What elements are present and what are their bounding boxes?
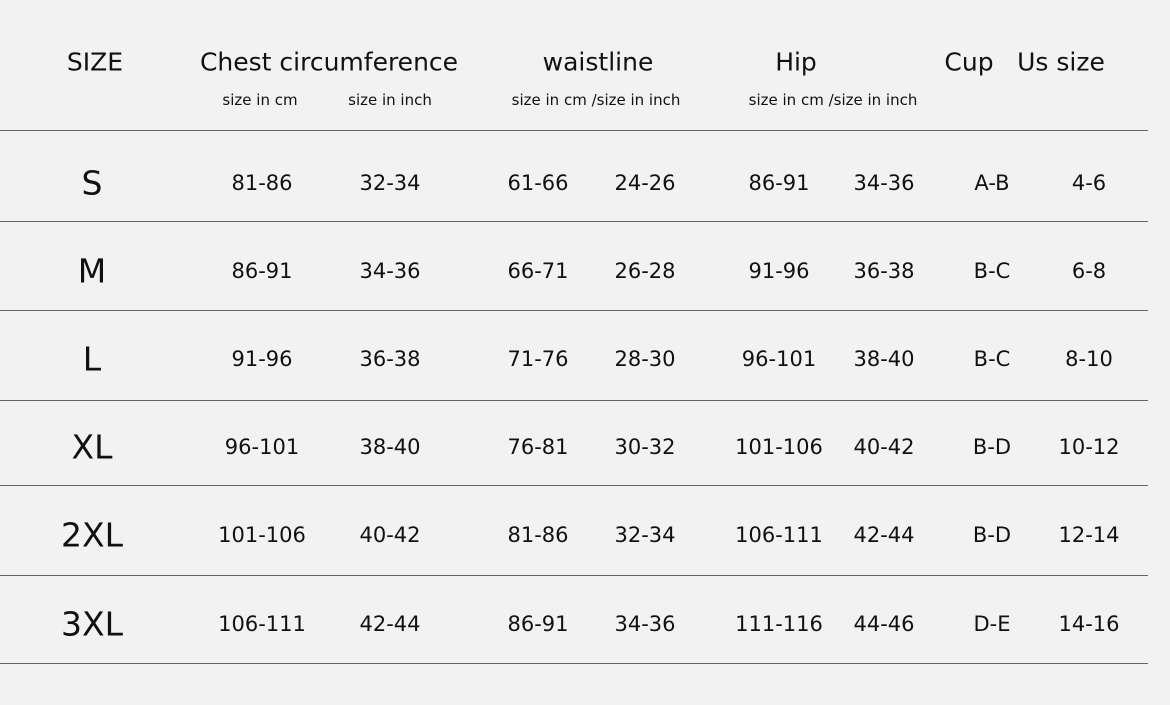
column-header: Hip	[775, 47, 817, 77]
cell: 12-14	[1058, 523, 1120, 547]
cell: 36-38	[359, 347, 421, 371]
cell: 81-86	[231, 171, 293, 195]
cell: 86-91	[507, 612, 569, 636]
cell: 26-28	[614, 259, 676, 283]
cell: D-E	[973, 612, 1011, 636]
cell: 96-101	[224, 435, 300, 459]
cell: 91-96	[231, 347, 293, 371]
cell: 91-96	[748, 259, 810, 283]
cell: 40-42	[853, 435, 915, 459]
row-divider	[0, 663, 1148, 664]
cell: B-C	[973, 259, 1011, 283]
column-subheader: size in cm /size in inch	[748, 91, 918, 109]
size-label: L	[82, 339, 102, 379]
cell: 34-36	[853, 171, 915, 195]
cell: 111-116	[735, 612, 823, 636]
cell: 101-106	[218, 523, 306, 547]
cell: 38-40	[853, 347, 915, 371]
cell: 106-111	[218, 612, 306, 636]
cell: 81-86	[507, 523, 569, 547]
size-label: S	[81, 163, 103, 203]
row-divider	[0, 485, 1148, 486]
cell: B-C	[973, 347, 1011, 371]
column-header: Us size	[1017, 47, 1105, 77]
cell: 86-91	[231, 259, 293, 283]
cell: 96-101	[741, 347, 817, 371]
column-header: waistline	[542, 47, 654, 77]
cell: 40-42	[359, 523, 421, 547]
cell: 34-36	[614, 612, 676, 636]
cell: 30-32	[614, 435, 676, 459]
row-divider	[0, 130, 1148, 131]
cell: 14-16	[1058, 612, 1120, 636]
cell: B-D	[972, 523, 1012, 547]
size-label: M	[77, 251, 107, 291]
cell: 24-26	[614, 171, 676, 195]
row-divider	[0, 221, 1148, 222]
cell: 10-12	[1058, 435, 1120, 459]
cell: 86-91	[748, 171, 810, 195]
cell: 42-44	[853, 523, 915, 547]
cell: 28-30	[614, 347, 676, 371]
cell: B-D	[972, 435, 1012, 459]
column-header: Chest circumference	[199, 47, 459, 77]
row-divider	[0, 400, 1148, 401]
cell: 8-10	[1065, 347, 1113, 371]
size-label: XL	[71, 427, 113, 467]
column-header: Cup	[944, 47, 994, 77]
cell: A-B	[974, 171, 1010, 195]
column-subheader: size in cm /size in inch	[511, 91, 681, 109]
cell: 42-44	[359, 612, 421, 636]
cell: 4-6	[1071, 171, 1107, 195]
column-subheader: size in inch	[348, 91, 432, 109]
cell: 36-38	[853, 259, 915, 283]
size-label: 2XL	[61, 515, 123, 555]
cell: 44-46	[853, 612, 915, 636]
column-subheader: size in cm	[222, 91, 298, 109]
cell: 38-40	[359, 435, 421, 459]
cell: 32-34	[359, 171, 421, 195]
cell: 34-36	[359, 259, 421, 283]
cell: 66-71	[507, 259, 569, 283]
cell: 106-111	[735, 523, 823, 547]
cell: 32-34	[614, 523, 676, 547]
row-divider	[0, 310, 1148, 311]
cell: 101-106	[735, 435, 823, 459]
column-header: SIZE	[66, 47, 124, 77]
cell: 76-81	[507, 435, 569, 459]
row-divider	[0, 575, 1148, 576]
cell: 61-66	[507, 171, 569, 195]
size-label: 3XL	[61, 604, 123, 644]
cell: 6-8	[1071, 259, 1107, 283]
cell: 71-76	[507, 347, 569, 371]
